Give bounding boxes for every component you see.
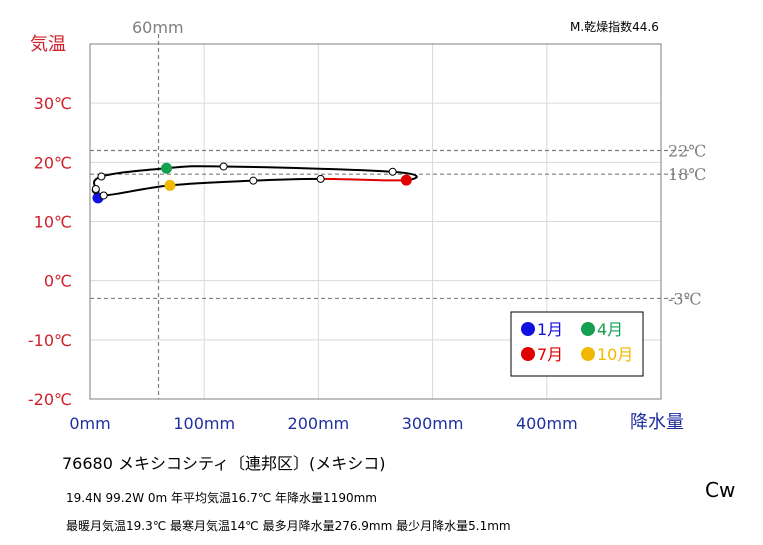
month-point-12 bbox=[91, 184, 100, 193]
x-tick-label: 300mm bbox=[402, 414, 464, 433]
curve-segment-month-4 bbox=[166, 165, 224, 170]
tick-labels: -20℃ -10℃ 0℃ 10℃ 20℃ 30℃ 0mm 100mm 200mm 300mm 400… bbox=[28, 94, 578, 433]
legend-label-10: 10月 bbox=[597, 345, 633, 364]
x-tick-label: 200mm bbox=[288, 414, 350, 433]
curve-segment-month-9 bbox=[169, 179, 254, 187]
station-name: 76680 メキシコシティ〔連邦区〕(メキシコ) bbox=[62, 454, 386, 473]
y-tick-label: 10℃ bbox=[34, 213, 72, 232]
month-point-3 bbox=[97, 172, 106, 181]
month-point-5 bbox=[219, 162, 228, 171]
legend-label-4: 4月 bbox=[597, 320, 623, 339]
station-extremes: 最暖月気温19.3℃ 最寒月気温14℃ 最多月降水量276.9mm 最少月降水量… bbox=[66, 519, 511, 533]
x-axis-title: 降水量 bbox=[630, 412, 684, 433]
plot-area-border bbox=[89, 43, 662, 400]
curve-segment-month-5 bbox=[223, 165, 393, 173]
y-tick-label: 30℃ bbox=[34, 94, 72, 113]
vertical-reference-label: 60mm bbox=[132, 18, 184, 37]
climate-curve bbox=[91, 162, 418, 204]
y-tick-label: -20℃ bbox=[28, 390, 72, 409]
legend-marker-10 bbox=[581, 347, 595, 361]
x-tick-label: 400mm bbox=[516, 414, 578, 433]
month-point-7 bbox=[400, 174, 412, 186]
reference-label-22c: 22℃ bbox=[668, 142, 706, 161]
legend-label-7: 7月 bbox=[537, 345, 563, 364]
y-tick-label: -10℃ bbox=[28, 331, 72, 350]
month-point-11 bbox=[99, 191, 108, 200]
station-coordinates: 19.4N 99.2W 0m 年平均気温16.7℃ 年降水量1190mm bbox=[66, 491, 377, 505]
legend-label-1: 1月 bbox=[537, 320, 563, 339]
curve-segment-month-8 bbox=[253, 177, 321, 182]
y-tick-label: 20℃ bbox=[34, 153, 72, 172]
reference-lines: 22℃ 18℃ -3℃ bbox=[90, 34, 706, 399]
month-point-10 bbox=[164, 179, 176, 191]
legend: 1月 4月 7月 10月 bbox=[510, 311, 644, 377]
legend-marker-4 bbox=[581, 322, 595, 336]
x-tick-label: 0mm bbox=[69, 414, 110, 433]
month-point-8 bbox=[316, 174, 325, 183]
reference-label-18c: 18℃ bbox=[668, 165, 706, 184]
curve-segment-month-7 bbox=[320, 177, 407, 182]
legend-marker-7 bbox=[521, 347, 535, 361]
climate-classification: Cw bbox=[705, 478, 736, 502]
reference-label--3c: -3℃ bbox=[668, 289, 701, 308]
curve-segment-month-3 bbox=[101, 167, 167, 178]
y-tick-label: 0℃ bbox=[44, 272, 72, 291]
month-point-6 bbox=[388, 167, 397, 176]
legend-box bbox=[510, 311, 644, 377]
aridity-index-label: M.乾燥指数44.6 bbox=[570, 19, 659, 34]
x-tick-label: 100mm bbox=[173, 414, 235, 433]
month-point-9 bbox=[249, 176, 258, 185]
month-point-4 bbox=[161, 162, 173, 174]
grid-lines bbox=[90, 44, 661, 399]
curve-segment-month-10 bbox=[103, 184, 171, 197]
legend-marker-1 bbox=[521, 322, 535, 336]
y-axis-title: 気温 bbox=[30, 34, 66, 55]
